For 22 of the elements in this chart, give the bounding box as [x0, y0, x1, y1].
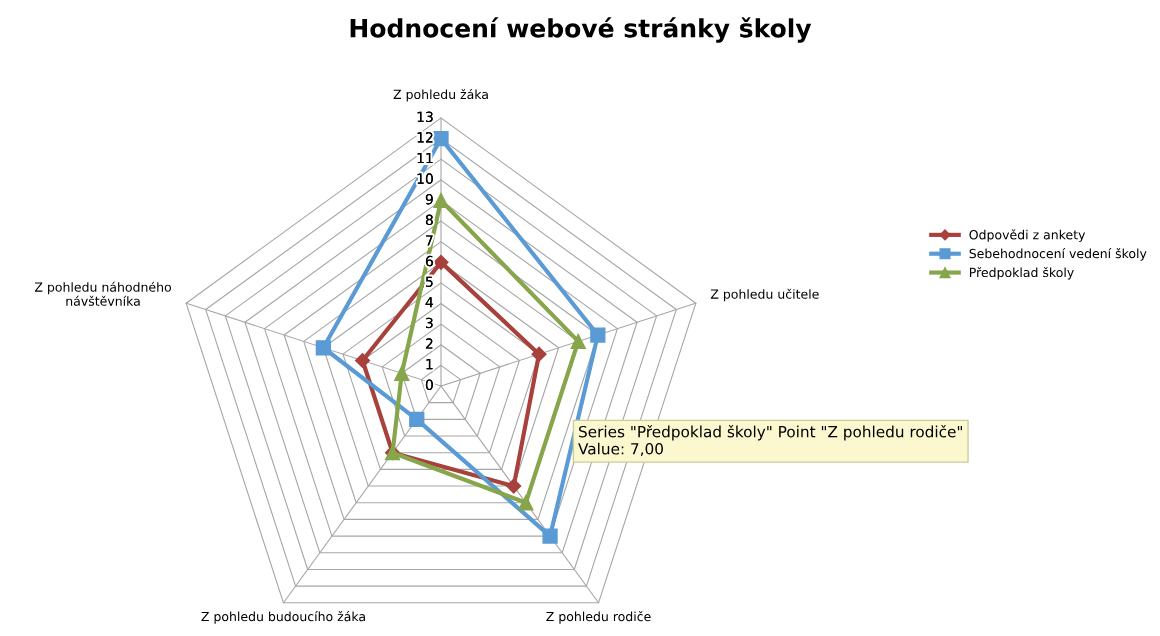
text: Series "Předpoklad školy" Point "Z pohledu rodiče" Value: 7,00 [578, 425, 962, 457]
legend-label: Odpovědi z ankety [969, 229, 1086, 242]
y-tick-label: 5 [426, 276, 433, 287]
legend-label: Předpoklad školy [969, 266, 1074, 280]
y-tick-label: 6 [425, 255, 433, 267]
spoke-label: Z pohledu náhodného návštěvníka [34, 281, 171, 306]
legend-label: Sebehodnocení vedení školy [969, 248, 1147, 261]
spoke-label: Z pohledu budoucího žáka [201, 611, 365, 624]
y-tick-label: 7 [426, 235, 433, 246]
y-tick-label: 1 [426, 359, 433, 370]
y-tick-label: 12 [417, 132, 433, 143]
y-tick-label: 4 [425, 297, 434, 308]
spoke-label: Z pohledu učitele [710, 288, 819, 302]
y-tick-label: 2 [425, 338, 433, 349]
y-tick-label: 3 [426, 317, 433, 329]
y-tick-label: 0 [425, 379, 433, 391]
y-tick-label: 8 [425, 214, 433, 226]
spoke-label: Z pohledu žáka [393, 88, 488, 102]
spoke-label: Z pohledu rodiče [546, 611, 651, 624]
chart-title: Hodnocení webové stránky školy [350, 17, 812, 43]
y-tick-label: 13 [417, 111, 433, 123]
y-tick-label: 9 [425, 193, 433, 205]
